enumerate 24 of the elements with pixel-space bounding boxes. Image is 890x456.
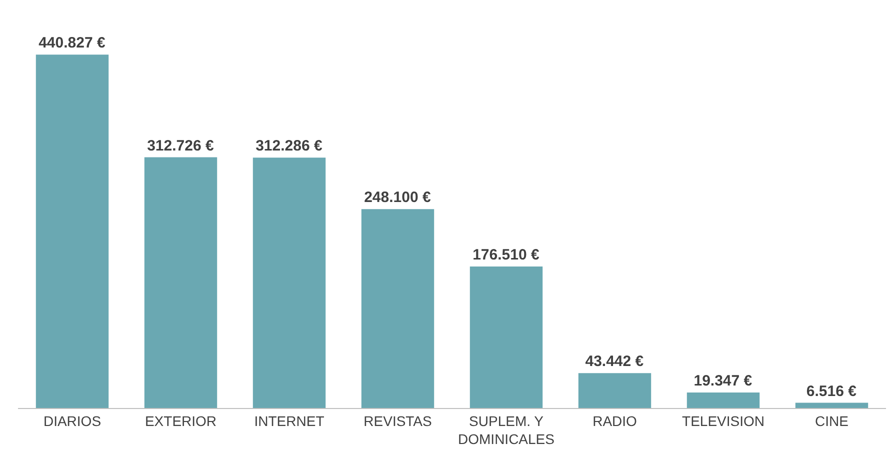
bar (144, 157, 218, 408)
x-tick-label: CINE (815, 412, 848, 429)
x-tick-label: INTERNET (254, 412, 325, 429)
data-label: 19.347 € (694, 372, 753, 390)
x-tick-label: RADIO (592, 412, 638, 429)
bar (36, 54, 109, 408)
bar (686, 392, 760, 408)
x-tick-label: DIARIOS (43, 412, 102, 429)
bar (361, 209, 434, 408)
data-label: 43.442 € (585, 353, 644, 370)
data-label: 176.510 € (472, 246, 540, 264)
data-label: 6.516 € (806, 382, 858, 400)
bar (578, 373, 652, 408)
x-tick-label: TELEVISION (682, 412, 764, 429)
data-label: 248.100 € (364, 189, 432, 206)
x-tick-label: SUPLEM. Y DOMINICALES (458, 412, 554, 447)
x-tick-label: REVISTAS (364, 412, 432, 429)
bar (470, 266, 543, 408)
bar (795, 402, 868, 408)
x-tick-label: EXTERIOR (144, 412, 217, 429)
data-label: 440.827 € (38, 34, 106, 52)
bar (252, 158, 326, 408)
data-label: 312.726 € (147, 137, 214, 154)
data-label: 312.286 € (256, 138, 323, 155)
